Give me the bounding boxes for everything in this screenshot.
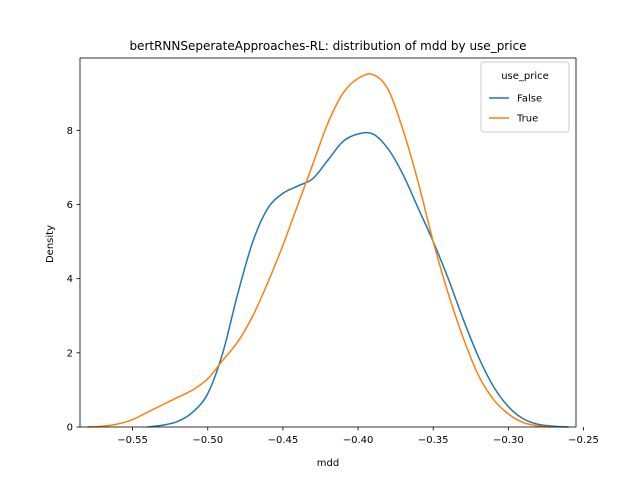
y-tick-label: 4 <box>67 274 73 285</box>
plot-area <box>87 73 569 428</box>
y-tick-label: 8 <box>67 126 73 137</box>
axes-frame <box>79 57 577 428</box>
legend-box <box>480 61 570 133</box>
x-tick-label: −0.30 <box>493 435 524 446</box>
x-axis-label: mdd <box>317 458 339 469</box>
axes: −0.55 −0.50 −0.45 −0.40 −0.35 −0.30 −0.25 0 2 4 6 8 <box>67 57 599 446</box>
y-tick-label: 6 <box>67 200 73 211</box>
x-tick-label: −0.25 <box>568 435 599 446</box>
x-tick-label: −0.45 <box>268 435 299 446</box>
x-tick-label: −0.35 <box>418 435 449 446</box>
x-tick-label: −0.50 <box>192 435 223 446</box>
chart-title: bertRNNSeperateApproaches-RL: distributi… <box>129 39 526 53</box>
legend-label-true: True <box>516 114 538 125</box>
series-line-true <box>87 73 554 428</box>
y-tick-label: 2 <box>67 348 73 359</box>
x-tick-label: −0.55 <box>117 435 148 446</box>
legend-label-false: False <box>517 94 542 105</box>
legend-title: use_price <box>501 71 549 82</box>
x-tick-label: −0.40 <box>343 435 374 446</box>
y-axis-label: Density <box>45 225 56 263</box>
y-tick-label: 0 <box>67 423 73 434</box>
legend: use_price False True <box>480 61 570 133</box>
legend-entries: False True <box>489 94 542 125</box>
